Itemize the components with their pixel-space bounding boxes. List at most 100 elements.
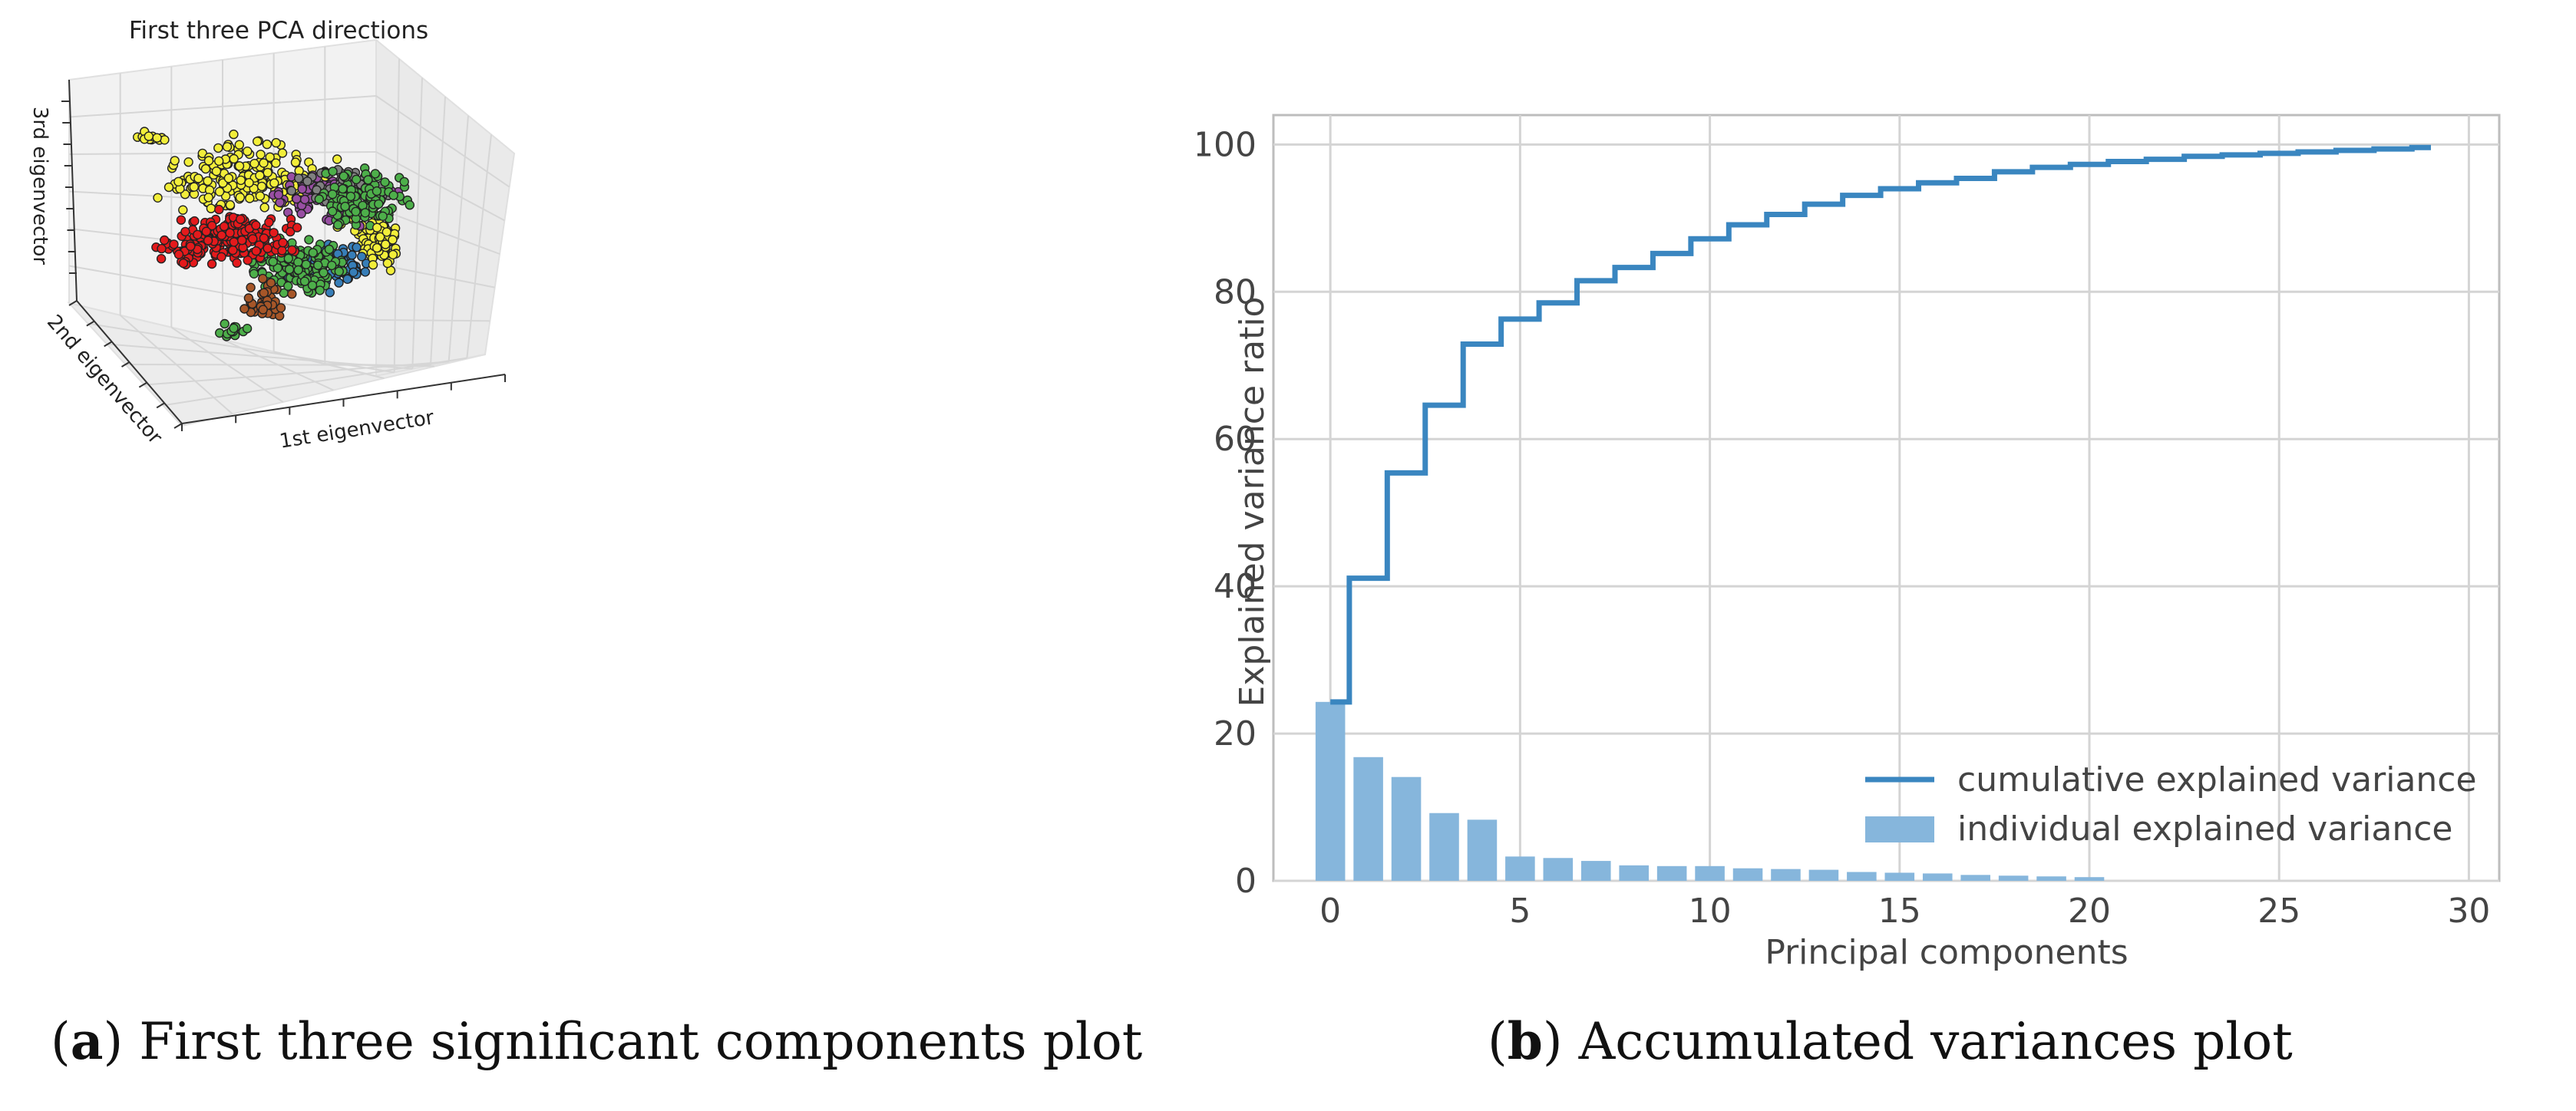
x-tick-label: 30: [2447, 892, 2490, 931]
scatter-point: [372, 186, 382, 196]
scatter-point: [229, 323, 239, 333]
variance-bar: [2074, 877, 2105, 881]
scatter-point: [144, 131, 154, 141]
scatter-point: [302, 176, 312, 186]
y-tick-labels: 0 20 40 60 80 100: [1192, 125, 1257, 901]
scatter-point: [214, 204, 224, 215]
scatter-point: [319, 268, 329, 278]
scatter-point: [235, 193, 245, 203]
scatter-point: [299, 194, 310, 205]
scatter-point: [338, 183, 348, 194]
scatter-point: [163, 182, 174, 193]
y-tick-label: 40: [1214, 567, 1257, 606]
x-tick-label: 5: [1509, 892, 1531, 931]
scatter-point: [251, 220, 261, 230]
scatter-point: [352, 242, 362, 252]
scatter-point: [173, 176, 183, 187]
scatter-point: [327, 260, 337, 271]
scatter-point: [206, 203, 216, 213]
scatter-point: [314, 194, 324, 204]
variance-bar: [1695, 865, 1725, 881]
variance-bar: [1771, 869, 1801, 881]
scatter-point: [243, 146, 253, 157]
scatter-point: [304, 235, 314, 245]
scatter-point: [327, 206, 338, 216]
chart-a-title: First three PCA directions: [129, 17, 428, 45]
variance-bar: [1808, 869, 1839, 881]
scatter-point: [340, 201, 350, 212]
scatter-point: [186, 241, 196, 252]
scatter-point: [259, 203, 269, 213]
scatter-point: [262, 139, 272, 150]
scatter-point: [201, 226, 211, 236]
scatter-point: [178, 258, 189, 269]
scatter-point: [375, 232, 385, 242]
cube-gridline: [163, 357, 467, 407]
scatter-point: [334, 266, 344, 276]
chart-b-ylabel: Explained variance ratio: [1233, 297, 1272, 707]
scatter-point: [213, 143, 223, 153]
scatter-point: [301, 259, 311, 269]
scatter-point: [219, 221, 230, 232]
x-tick-label: 10: [1689, 892, 1732, 931]
scatter-point: [268, 256, 278, 267]
plot-area-frame: [1272, 114, 2501, 882]
scatter-point: [243, 293, 254, 303]
scatter-point: [351, 206, 361, 216]
scatter-point: [207, 220, 217, 231]
cube-gridline: [68, 265, 377, 321]
variance-bar: [1732, 868, 1763, 881]
scatter-point: [399, 176, 409, 187]
x-tick-label: 25: [2257, 892, 2300, 931]
scatter-point: [255, 191, 266, 201]
scatter-point: [297, 184, 307, 194]
scatter-point: [269, 228, 279, 238]
caption-b-letter: b: [1507, 1011, 1543, 1071]
y-tick-label: 0: [1235, 862, 1257, 901]
scatter-point: [180, 226, 190, 237]
x-tick-label: 20: [2068, 892, 2111, 931]
scatter-point: [236, 175, 246, 186]
scatter-point: [308, 248, 318, 258]
scatter-point: [228, 245, 238, 255]
scatter-point: [203, 176, 213, 186]
scatter-point: [190, 216, 200, 226]
scatter-point: [339, 171, 348, 181]
scatter-point: [170, 156, 180, 166]
variance-bar: [1429, 813, 1459, 881]
scatter-point: [176, 215, 187, 225]
cumulative-variance-step-line: [1330, 144, 2431, 705]
scatter-point: [248, 234, 258, 244]
scatter-point: [263, 167, 272, 178]
scatter-point: [378, 211, 388, 221]
variance-bar: [1315, 701, 1346, 881]
scatter-point: [256, 150, 266, 160]
scatter-point: [263, 243, 272, 253]
scatter-point: [286, 226, 296, 237]
variance-bar: [1391, 776, 1422, 881]
scatter-point: [294, 173, 304, 183]
scatter-point: [249, 158, 259, 169]
scatter-point: [265, 152, 275, 163]
plot-gridlines: [1273, 115, 2499, 882]
scatter-point: [277, 246, 287, 255]
scatter-point: [216, 252, 226, 262]
scatter-point: [169, 239, 179, 249]
scatter-point: [357, 252, 367, 262]
scatter-point: [324, 244, 335, 255]
scatter-point: [360, 208, 370, 218]
scatter-point: [234, 161, 245, 171]
individual-variance-bars: [1315, 701, 2105, 881]
scatter-point: [363, 175, 373, 185]
variance-bar: [1505, 856, 1535, 881]
scatter-point: [244, 177, 254, 188]
scatter-point: [236, 214, 246, 224]
scatter-point: [214, 156, 224, 166]
legend-label-individual: individual explained variance: [1957, 809, 2453, 849]
scatter-point: [328, 166, 338, 176]
scatter-point: [258, 273, 268, 284]
scatter-point: [229, 129, 239, 140]
axis-tick: [138, 381, 147, 388]
legend: cumulative explained variance individual…: [1865, 760, 2477, 849]
scatter-point: [245, 193, 255, 203]
